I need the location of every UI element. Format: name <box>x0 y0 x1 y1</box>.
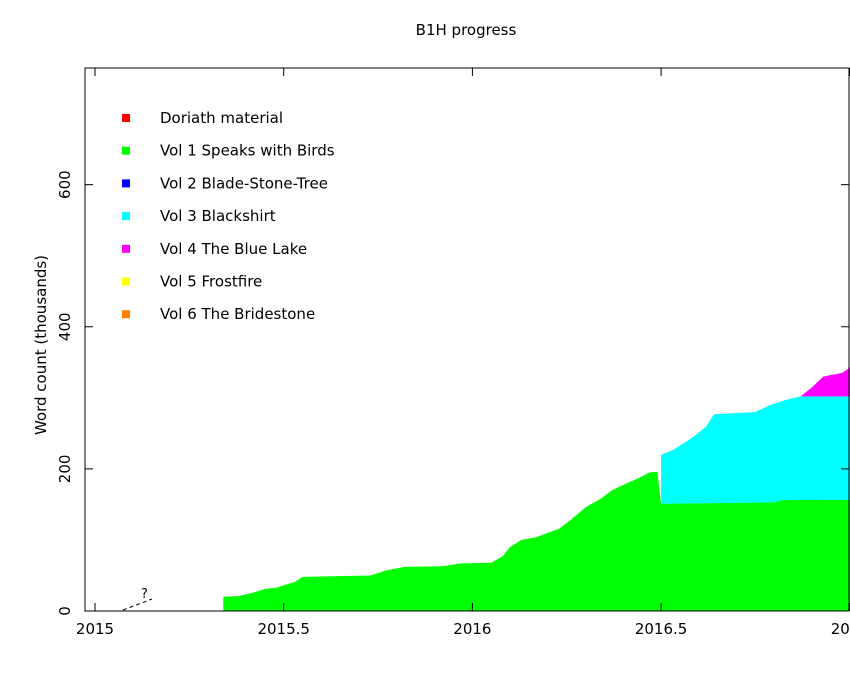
legend-swatch <box>122 244 130 253</box>
y-tick-label: 400 <box>56 312 74 341</box>
legend-label: Vol 3 Blackshirt <box>160 207 276 225</box>
legend-swatch <box>122 310 130 319</box>
series-area-4 <box>661 396 850 504</box>
legend-label: Vol 1 Speaks with Birds <box>160 142 335 160</box>
legend-swatch <box>122 277 130 286</box>
chart-title: B1H progress <box>416 21 517 39</box>
legend-label: Doriath material <box>160 109 283 127</box>
y-tick-label: 200 <box>56 455 74 484</box>
legend-label: Vol 4 The Blue Lake <box>160 240 307 258</box>
x-tick-label: 2015.5 <box>257 620 310 638</box>
y-tick-label: 0 <box>56 606 74 616</box>
legend-label: Vol 2 Blade-Stone-Tree <box>160 174 328 192</box>
annotation-dashed-line <box>122 598 153 611</box>
x-tick-label: 2016 <box>453 620 491 638</box>
series-layer <box>223 367 850 611</box>
legend-swatch <box>122 212 130 221</box>
legend-swatch <box>122 146 130 155</box>
y-tick-label: 600 <box>56 170 74 199</box>
series-area-2 <box>223 471 850 611</box>
x-tick-label: 2016.5 <box>635 620 688 638</box>
annotation-question-mark: ? <box>141 587 148 602</box>
x-tick-label: 2015 <box>76 620 114 638</box>
y-axis-ticks: 0 200 400 600 <box>56 170 849 616</box>
legend-swatch <box>122 179 130 188</box>
y-axis-label: Word count (thousands) <box>32 255 50 435</box>
series-area-5 <box>800 367 850 397</box>
legend-label: Vol 6 The Bridestone <box>160 305 315 323</box>
legend: Doriath material Vol 1 Speaks with Birds V… <box>122 109 335 323</box>
plot-frame <box>84 67 850 612</box>
annotation-layer: ? <box>122 587 153 611</box>
legend-label: Vol 5 Frostfire <box>160 273 262 291</box>
legend-swatch <box>122 114 130 122</box>
x-tick-label: 2017 <box>831 620 850 638</box>
